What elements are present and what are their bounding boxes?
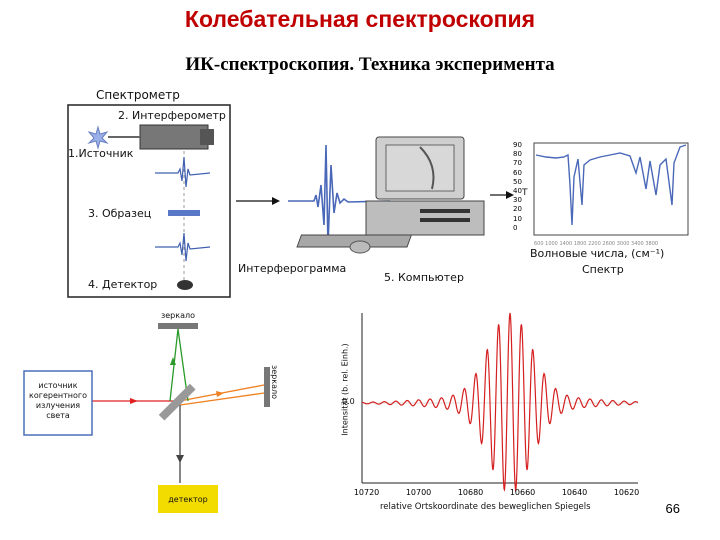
mirror-right: [264, 367, 270, 407]
plot-ylabel: Intensität (b. rel. Einh.): [340, 343, 350, 436]
plot-x-tick: 10720: [353, 488, 380, 497]
plot-x-tick: 10620: [613, 488, 640, 497]
source-box: [23, 370, 93, 436]
spectrum-y-tick: 20: [513, 205, 522, 214]
detector-label: 4. Детектор: [88, 278, 158, 291]
spectrum-y-tick: 70: [513, 159, 522, 168]
interferogram-signal: [361, 312, 639, 492]
slide-title: Колебательная спектроскопия: [184, 6, 536, 32]
spectrum-label: Спектр: [582, 263, 624, 276]
source-box-label: источник когерентного излучения света: [29, 381, 87, 420]
sample-icon: [168, 210, 200, 216]
plot-x-tick: 10640: [561, 488, 588, 497]
michelson-diagram: зеркало зеркало источник когерентного из…: [20, 305, 300, 520]
mirror-right-label: зеркало: [270, 365, 279, 399]
spectrum-y-tick: 60: [513, 168, 522, 177]
michelson-svg: [23, 323, 270, 513]
detector-icon: [177, 280, 193, 290]
interferometer-icon: [139, 124, 209, 150]
spectrometer-caption: Спектрометр: [96, 88, 180, 102]
spectrum-y-tick: 10: [513, 214, 522, 223]
spectrum-axis-label: Волновые числа, (см⁻¹): [530, 247, 665, 260]
spectrum-y-tick: 40: [513, 187, 522, 195]
mirror-top: [158, 323, 198, 329]
computer-icon: [296, 136, 485, 254]
svg-text:600 1000 1400 1800 2200 2600 3: 600 1000 1400 1800 2200 2600 3000 3400 3…: [534, 241, 658, 247]
plot-xlabel: relative Ortskoordinate des beweglichen …: [380, 502, 591, 512]
interferogram-small-2: [155, 232, 211, 262]
plot-x-tick: 10660: [509, 488, 536, 497]
spectrum-plot: 600 1000 1400 1800 2200 2600 3000 3400 3…: [533, 142, 689, 247]
detector-box-label: детектор: [168, 495, 208, 504]
source-icon: [87, 125, 109, 150]
computer-label: 5. Компьютер: [384, 271, 464, 284]
slide-subtitle: ИК-спектроскопия. Техника эксперимента: [185, 54, 555, 75]
plot-y-tick: 0.0: [342, 397, 355, 406]
detector-box: [158, 485, 218, 513]
spectrum-y-tick: 0: [513, 223, 518, 232]
spectrum-y-tick: 80: [513, 150, 522, 159]
spectrometer-diagram: 600 1000 1400 1800 2200 2600 3000 3400 3…: [60, 85, 700, 305]
interferogram-plot-svg: [361, 312, 639, 492]
page-number: 66: [665, 501, 680, 516]
beam-splitter: [158, 383, 196, 421]
sample-label: 3. Образец: [88, 207, 152, 220]
interferogram-small-1: [155, 156, 211, 188]
spectrum-y-tick: 50: [513, 177, 522, 186]
interferogram-label: Интерферограмма: [238, 262, 347, 275]
mirror-top-label: зеркало: [161, 311, 195, 320]
interferometer-label: 2. Интерферометр: [118, 109, 226, 122]
plot-x-tick: 10700: [405, 488, 432, 497]
spectrometer-svg: 600 1000 1400 1800 2200 2600 3000 3400 3…: [67, 104, 689, 298]
beam-orange-2: [179, 392, 265, 406]
source-label: 1.Источник: [68, 147, 134, 160]
spectrum-y-tick: 30: [513, 196, 522, 205]
t-label: Т: [521, 188, 528, 198]
plot-x-tick: 10680: [457, 488, 484, 497]
spectrum-y-tick: 90: [513, 141, 522, 149]
spectrum-line: [535, 144, 687, 226]
interferogram-plot: Intensität (b. rel. Einh.) 0.0 10720 1070…: [320, 305, 660, 520]
